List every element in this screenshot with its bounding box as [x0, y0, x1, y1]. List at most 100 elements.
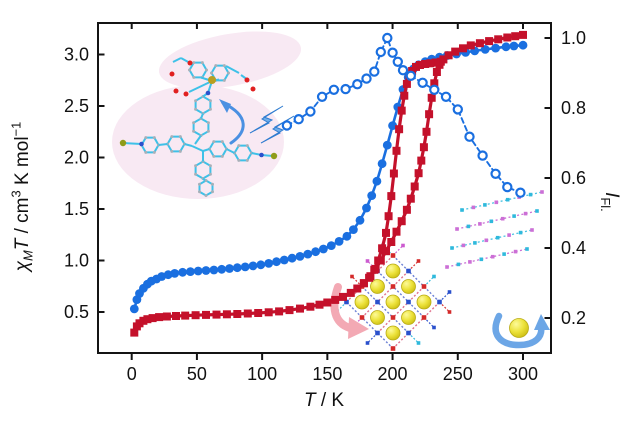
- y-left-tick-label: 0.5: [64, 302, 89, 322]
- layer-node: [479, 257, 484, 262]
- data-point: [365, 273, 374, 282]
- y-left-tick-label: 2.5: [64, 96, 89, 116]
- data-point: [201, 266, 211, 275]
- carbon-atom: [222, 78, 226, 82]
- layer-node: [484, 238, 489, 243]
- carbon-atom: [220, 140, 224, 144]
- lattice-terminal-node: [401, 243, 405, 248]
- carbon-atom: [194, 164, 198, 168]
- data-point: [342, 231, 352, 241]
- data-point: [509, 41, 519, 51]
- data-point: [477, 150, 488, 161]
- layer-node: [528, 192, 533, 197]
- guest-sphere-icon: [401, 279, 416, 294]
- data-point: [382, 228, 390, 237]
- layer-node: [530, 228, 534, 232]
- data-point: [352, 78, 363, 90]
- lattice-node: [390, 284, 396, 289]
- pink-glow-top: [158, 31, 302, 89]
- data-point: [388, 121, 397, 130]
- carbon-atom: [206, 129, 210, 133]
- carbon-atom: [198, 182, 201, 186]
- x-tick-label: 250: [443, 364, 473, 384]
- data-point: [494, 35, 503, 44]
- lattice-node: [406, 299, 411, 305]
- oxygen-atom: [187, 60, 193, 66]
- data-point: [296, 304, 304, 313]
- data-point: [340, 83, 351, 95]
- data-point: [515, 187, 526, 198]
- data-point: [387, 47, 398, 58]
- data-point: [331, 295, 340, 304]
- data-point: [370, 265, 379, 274]
- lightning-icon: [260, 115, 295, 144]
- data-point: [225, 264, 234, 273]
- data-point: [264, 308, 273, 317]
- plot-frame: [97, 22, 552, 354]
- layer-node: [523, 211, 528, 216]
- carbon-atom: [222, 64, 226, 68]
- carbon-atom: [206, 121, 210, 125]
- carbon-atom: [198, 190, 201, 194]
- guest-sphere-icon: [509, 318, 529, 338]
- data-point: [511, 32, 520, 41]
- y-left-tick-label: 3.0: [64, 45, 89, 65]
- carbon-atom: [194, 107, 198, 111]
- layer-node: [518, 230, 523, 235]
- data-point: [397, 106, 406, 115]
- layer-node: [494, 200, 499, 205]
- carbon-atom: [204, 194, 208, 197]
- layer-node: [502, 252, 506, 256]
- data-point: [387, 192, 396, 201]
- lattice-node: [390, 253, 396, 258]
- data-point: [410, 182, 419, 191]
- carbon-atom: [200, 61, 204, 65]
- layer-node: [500, 216, 505, 221]
- data-point: [426, 59, 435, 68]
- bond: [184, 143, 193, 147]
- data-point: [172, 312, 180, 320]
- data-point: [328, 84, 340, 96]
- guest-sphere-icon: [385, 263, 401, 279]
- data-point: [287, 253, 297, 263]
- data-point: [248, 261, 258, 271]
- layer-node: [468, 260, 472, 264]
- data-point: [355, 215, 365, 225]
- oxygen-atom: [173, 88, 179, 94]
- carbon-atom: [194, 99, 198, 103]
- data-point: [275, 307, 284, 316]
- nitrogen-atom: [139, 141, 144, 147]
- data-point: [425, 110, 434, 119]
- data-point: [222, 310, 231, 319]
- halogen-atom: [270, 152, 278, 160]
- carbon-atom: [144, 150, 148, 154]
- data-point: [311, 247, 320, 257]
- carbon-atom: [245, 144, 249, 148]
- series-line: [285, 37, 522, 194]
- data-point: [375, 46, 386, 58]
- data-point: [414, 169, 423, 178]
- carbon-atom: [245, 158, 249, 162]
- data-point: [503, 33, 512, 42]
- carbon-atom: [208, 164, 212, 168]
- data-point: [466, 41, 475, 50]
- data-point: [349, 225, 358, 235]
- release-arrow-shaft: [492, 312, 545, 349]
- lattice-terminal-node: [416, 341, 421, 345]
- x-tick-label: 300: [508, 364, 538, 384]
- lattice-terminal-node: [447, 310, 452, 314]
- data-point: [293, 113, 304, 125]
- layer-node: [445, 265, 449, 269]
- carbon-atom: [208, 99, 212, 103]
- data-point: [162, 312, 171, 321]
- carbon-atom: [192, 61, 196, 65]
- x-tick-label: 100: [247, 364, 277, 384]
- data-point: [417, 156, 426, 165]
- x-tick-label: 150: [312, 364, 342, 384]
- guest-sphere-icon: [354, 294, 370, 310]
- guest-sphere-icon: [385, 294, 401, 310]
- data-point: [502, 181, 513, 193]
- carbon-atom: [194, 172, 198, 176]
- carbon-atom: [178, 135, 182, 139]
- carbon-atom: [210, 71, 213, 75]
